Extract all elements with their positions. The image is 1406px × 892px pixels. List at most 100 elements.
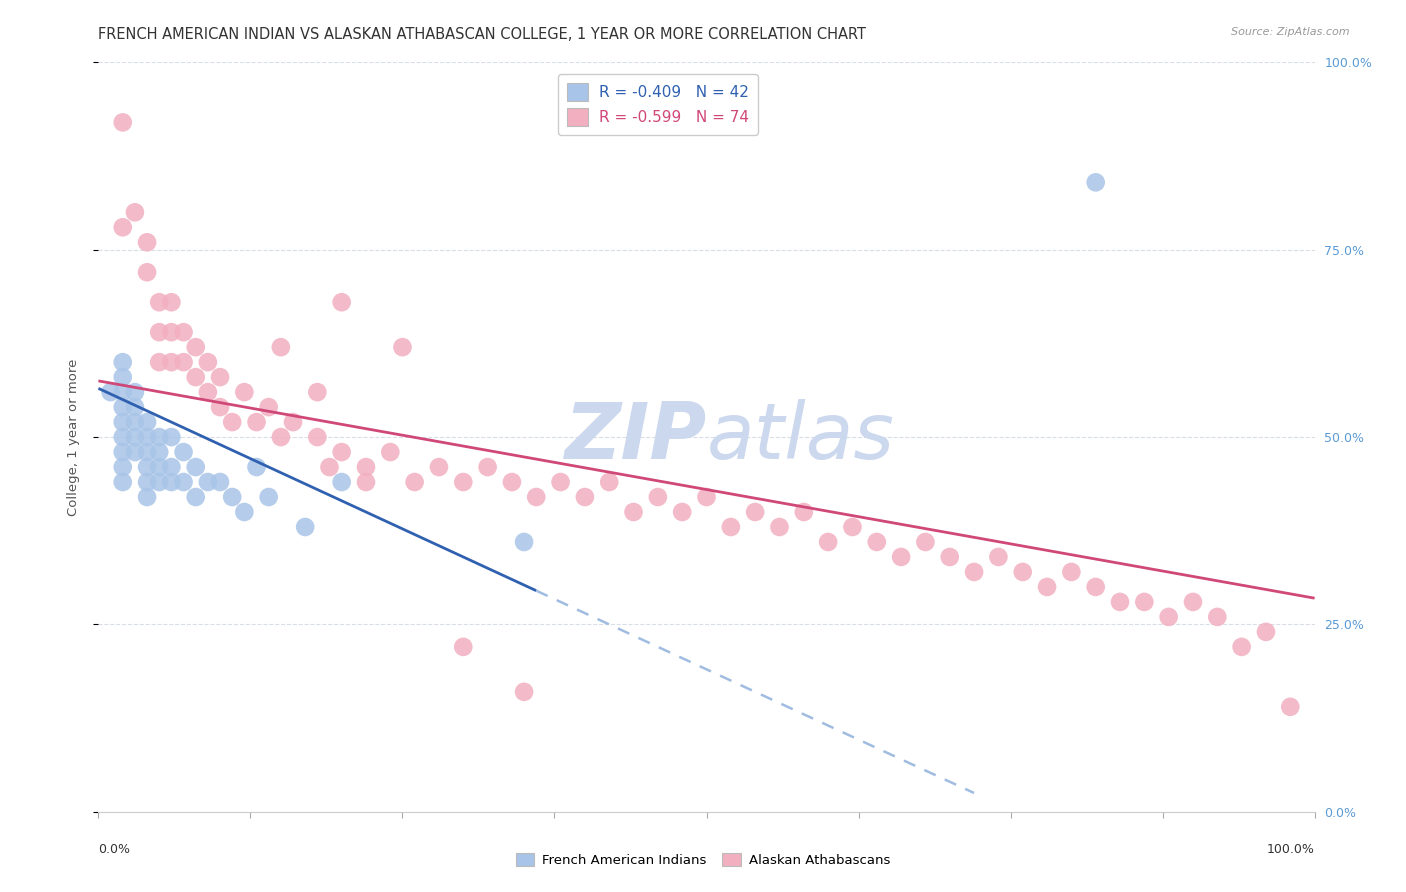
Point bbox=[1157, 610, 1180, 624]
Point bbox=[1109, 595, 1132, 609]
Point bbox=[173, 475, 195, 489]
Point bbox=[245, 460, 267, 475]
Point bbox=[124, 385, 146, 400]
Point bbox=[890, 549, 912, 564]
Y-axis label: College, 1 year or more: College, 1 year or more bbox=[67, 359, 80, 516]
Point bbox=[136, 475, 159, 489]
Point bbox=[1230, 640, 1253, 654]
Point bbox=[354, 475, 377, 489]
Point bbox=[148, 460, 170, 475]
Point bbox=[307, 385, 329, 400]
Point bbox=[148, 445, 170, 459]
Point bbox=[209, 475, 232, 489]
Point bbox=[391, 340, 413, 354]
Point bbox=[477, 460, 499, 475]
Point bbox=[111, 445, 134, 459]
Point bbox=[330, 475, 353, 489]
Point bbox=[914, 535, 936, 549]
Point bbox=[136, 460, 159, 475]
Point bbox=[184, 340, 207, 354]
Point bbox=[111, 385, 134, 400]
Point bbox=[209, 400, 232, 414]
Point bbox=[270, 340, 292, 354]
Point bbox=[647, 490, 669, 504]
Point bbox=[744, 505, 766, 519]
Legend: R = -0.409   N = 42, R = -0.599   N = 74: R = -0.409 N = 42, R = -0.599 N = 74 bbox=[558, 74, 758, 135]
Point bbox=[1060, 565, 1083, 579]
Point bbox=[221, 490, 243, 504]
Point bbox=[671, 505, 693, 519]
Point bbox=[257, 400, 280, 414]
Point bbox=[1084, 580, 1107, 594]
Point bbox=[148, 295, 170, 310]
Point bbox=[245, 415, 267, 429]
Text: atlas: atlas bbox=[707, 399, 894, 475]
Point bbox=[160, 325, 183, 339]
Point bbox=[1279, 699, 1302, 714]
Point bbox=[173, 445, 195, 459]
Point bbox=[148, 325, 170, 339]
Point bbox=[233, 385, 256, 400]
Point bbox=[550, 475, 572, 489]
Point bbox=[136, 265, 159, 279]
Point bbox=[866, 535, 889, 549]
Point bbox=[111, 400, 134, 414]
Point bbox=[841, 520, 863, 534]
Point bbox=[233, 505, 256, 519]
Point bbox=[1182, 595, 1205, 609]
Point bbox=[148, 355, 170, 369]
Point bbox=[136, 445, 159, 459]
Point bbox=[136, 415, 159, 429]
Point bbox=[184, 490, 207, 504]
Point bbox=[380, 445, 402, 459]
Point bbox=[1254, 624, 1277, 639]
Point bbox=[209, 370, 232, 384]
Point bbox=[257, 490, 280, 504]
Point bbox=[623, 505, 645, 519]
Point bbox=[318, 460, 340, 475]
Point bbox=[100, 385, 122, 400]
Point bbox=[720, 520, 742, 534]
Point bbox=[696, 490, 718, 504]
Text: 100.0%: 100.0% bbox=[1267, 843, 1315, 856]
Point bbox=[1206, 610, 1229, 624]
Point bbox=[939, 549, 962, 564]
Point bbox=[1133, 595, 1156, 609]
Point bbox=[354, 460, 377, 475]
Point bbox=[453, 475, 475, 489]
Legend: French American Indians, Alaskan Athabascans: French American Indians, Alaskan Athabas… bbox=[510, 847, 896, 872]
Text: FRENCH AMERICAN INDIAN VS ALASKAN ATHABASCAN COLLEGE, 1 YEAR OR MORE CORRELATION: FRENCH AMERICAN INDIAN VS ALASKAN ATHABA… bbox=[98, 27, 866, 42]
Point bbox=[513, 535, 536, 549]
Point bbox=[173, 355, 195, 369]
Text: ZIP: ZIP bbox=[564, 399, 707, 475]
Point bbox=[184, 370, 207, 384]
Point bbox=[427, 460, 450, 475]
Point bbox=[524, 490, 547, 504]
Point bbox=[124, 400, 146, 414]
Point bbox=[160, 355, 183, 369]
Point bbox=[598, 475, 620, 489]
Point bbox=[501, 475, 523, 489]
Point bbox=[160, 295, 183, 310]
Point bbox=[197, 355, 219, 369]
Point bbox=[987, 549, 1010, 564]
Point bbox=[148, 475, 170, 489]
Point bbox=[184, 460, 207, 475]
Point bbox=[221, 415, 243, 429]
Point bbox=[124, 430, 146, 444]
Point bbox=[574, 490, 596, 504]
Point bbox=[817, 535, 839, 549]
Point bbox=[1011, 565, 1033, 579]
Point bbox=[294, 520, 316, 534]
Point bbox=[124, 415, 146, 429]
Point bbox=[136, 430, 159, 444]
Point bbox=[404, 475, 426, 489]
Point bbox=[307, 430, 329, 444]
Point bbox=[330, 295, 353, 310]
Point bbox=[111, 430, 134, 444]
Point bbox=[197, 475, 219, 489]
Point bbox=[768, 520, 790, 534]
Point bbox=[160, 430, 183, 444]
Point bbox=[160, 460, 183, 475]
Point bbox=[281, 415, 304, 429]
